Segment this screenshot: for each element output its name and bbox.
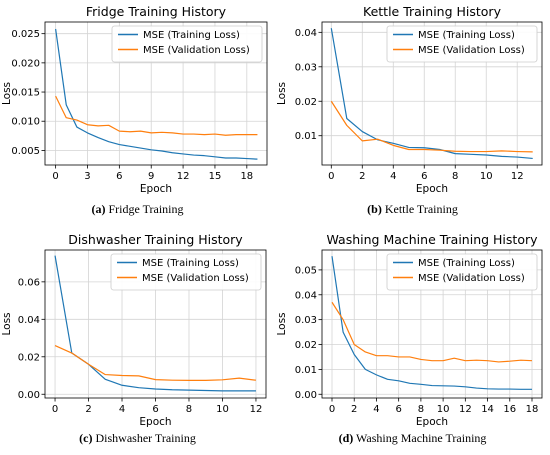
x-tick-label: 6 <box>152 404 158 415</box>
fridge-chart-panel: Fridge Training History 0 3 6 9 12 15 18 0.005 0.… <box>0 0 275 228</box>
legend-label: MSE (Training Loss) <box>142 258 239 269</box>
x-tick-label: 2 <box>359 171 365 182</box>
x-tick-label: 0 <box>52 404 58 415</box>
washing-machine-caption: (d) Washing Machine Training <box>275 431 550 446</box>
x-tick-label: 9 <box>148 171 154 182</box>
x-tick-label: 0 <box>329 404 335 415</box>
legend: MSE (Training Loss) MSE (Validation Loss) <box>111 254 261 290</box>
y-tick-label: 0.02 <box>18 352 40 363</box>
caption-text: Dishwasher Training <box>95 431 195 445</box>
legend: MSE (Training Loss) MSE (Validation Loss) <box>112 26 262 62</box>
x-tick-label: 12 <box>250 404 263 415</box>
dishwasher-caption: (c) Dishwasher Training <box>0 431 275 446</box>
y-tick-label: 0.020 <box>11 58 40 69</box>
kettle-chart-panel: Kettle Training History 0 2 4 6 8 10 12 0.01 0.02… <box>275 0 550 228</box>
x-tick-label: 12 <box>177 171 190 182</box>
y-tick-label: 0.005 <box>11 146 40 157</box>
legend-label: MSE (Training Loss) <box>418 30 515 41</box>
x-tick-label: 6 <box>421 171 427 182</box>
dishwasher-chart: Dishwasher Training History 0 2 4 6 8 10 12 0.00… <box>0 228 275 428</box>
kettle-caption: (b) Kettle Training <box>275 202 550 217</box>
y-tick-label: 0.02 <box>295 97 317 108</box>
fridge-chart: Fridge Training History 0 3 6 9 12 15 18 0.005 0.… <box>0 0 275 200</box>
x-axis-label: Epoch <box>416 183 448 195</box>
x-tick-label: 18 <box>240 171 253 182</box>
chart-title: Kettle Training History <box>363 4 502 19</box>
y-tick-label: 0.03 <box>295 62 317 73</box>
y-tick-label: 0.03 <box>295 315 317 326</box>
caption-tag: (a) <box>91 202 105 216</box>
x-tick-label: 12 <box>511 171 524 182</box>
x-axis-label: Epoch <box>140 183 172 195</box>
legend-label: MSE (Validation Loss) <box>142 273 249 284</box>
washing-machine-chart-panel: Washing Machine Training History 0 2 4 6 8 10 1… <box>275 228 550 455</box>
legend-label: MSE (Validation Loss) <box>418 273 525 284</box>
y-tick-label: 0.010 <box>11 117 40 128</box>
validation-loss-line <box>331 101 532 152</box>
y-tick-label: 0.00 <box>18 390 40 401</box>
kettle-chart: Kettle Training History 0 2 4 6 8 10 12 0.01 0.02… <box>275 0 550 200</box>
x-tick-label: 6 <box>395 404 401 415</box>
x-tick-label: 3 <box>84 171 90 182</box>
y-tick-label: 0.06 <box>18 277 40 288</box>
x-tick-label: 16 <box>503 404 516 415</box>
caption-text: Fridge Training <box>108 202 183 216</box>
validation-loss-line <box>332 302 532 362</box>
caption-tag: (c) <box>79 431 92 445</box>
dishwasher-chart-panel: Dishwasher Training History 0 2 4 6 8 10 12 0.00… <box>0 228 275 455</box>
legend-label: MSE (Validation Loss) <box>143 45 250 56</box>
x-tick-label: 18 <box>526 404 539 415</box>
y-tick-label: 0.01 <box>295 365 317 376</box>
chart-title: Fridge Training History <box>86 4 227 19</box>
x-tick-label: 0 <box>52 171 58 182</box>
x-tick-label: 2 <box>85 404 91 415</box>
legend: MSE (Training Loss) MSE (Validation Loss) <box>387 26 537 62</box>
x-tick-label: 0 <box>328 171 334 182</box>
x-tick-label: 10 <box>480 171 493 182</box>
washing-machine-chart: Washing Machine Training History 0 2 4 6 8 10 1… <box>275 228 550 428</box>
y-tick-label: 0.025 <box>11 29 40 40</box>
x-tick-label: 6 <box>116 171 122 182</box>
y-tick-label: 0.04 <box>18 315 40 326</box>
caption-tag: (d) <box>339 431 354 445</box>
x-tick-label: 8 <box>418 404 424 415</box>
legend: MSE (Training Loss) MSE (Validation Loss) <box>387 254 537 290</box>
x-tick-label: 14 <box>481 404 494 415</box>
y-axis-label: Loss <box>276 312 288 335</box>
validation-loss-line <box>56 96 258 135</box>
x-axis-label: Epoch <box>416 416 448 428</box>
x-tick-label: 8 <box>452 171 458 182</box>
x-tick-label: 10 <box>437 404 450 415</box>
y-axis-label: Loss <box>276 82 288 105</box>
x-tick-label: 15 <box>209 171 222 182</box>
caption-text: Washing Machine Training <box>356 431 486 445</box>
y-tick-label: 0.02 <box>295 340 317 351</box>
y-tick-label: 0.04 <box>295 28 317 39</box>
x-axis-label: Epoch <box>139 416 171 428</box>
y-tick-label: 0.00 <box>295 390 317 401</box>
fridge-caption: (a) Fridge Training <box>0 202 275 217</box>
x-tick-label: 12 <box>459 404 472 415</box>
y-axis-label: Loss <box>1 312 13 335</box>
y-tick-label: 0.04 <box>295 290 317 301</box>
caption-tag: (b) <box>367 202 382 216</box>
y-tick-label: 0.01 <box>295 131 317 142</box>
legend-label: MSE (Validation Loss) <box>418 45 525 56</box>
x-tick-label: 8 <box>186 404 192 415</box>
legend-label: MSE (Training Loss) <box>418 258 515 269</box>
x-tick-label: 4 <box>119 404 125 415</box>
x-tick-label: 10 <box>216 404 229 415</box>
x-tick-label: 2 <box>351 404 357 415</box>
chart-title: Washing Machine Training History <box>326 232 538 247</box>
x-tick-label: 4 <box>390 171 396 182</box>
y-tick-label: 0.05 <box>295 265 317 276</box>
chart-title: Dishwasher Training History <box>68 232 243 247</box>
caption-text: Kettle Training <box>385 202 458 216</box>
legend-label: MSE (Training Loss) <box>143 30 240 41</box>
y-tick-label: 0.015 <box>11 88 40 99</box>
x-tick-label: 4 <box>373 404 379 415</box>
y-axis-label: Loss <box>1 82 13 105</box>
